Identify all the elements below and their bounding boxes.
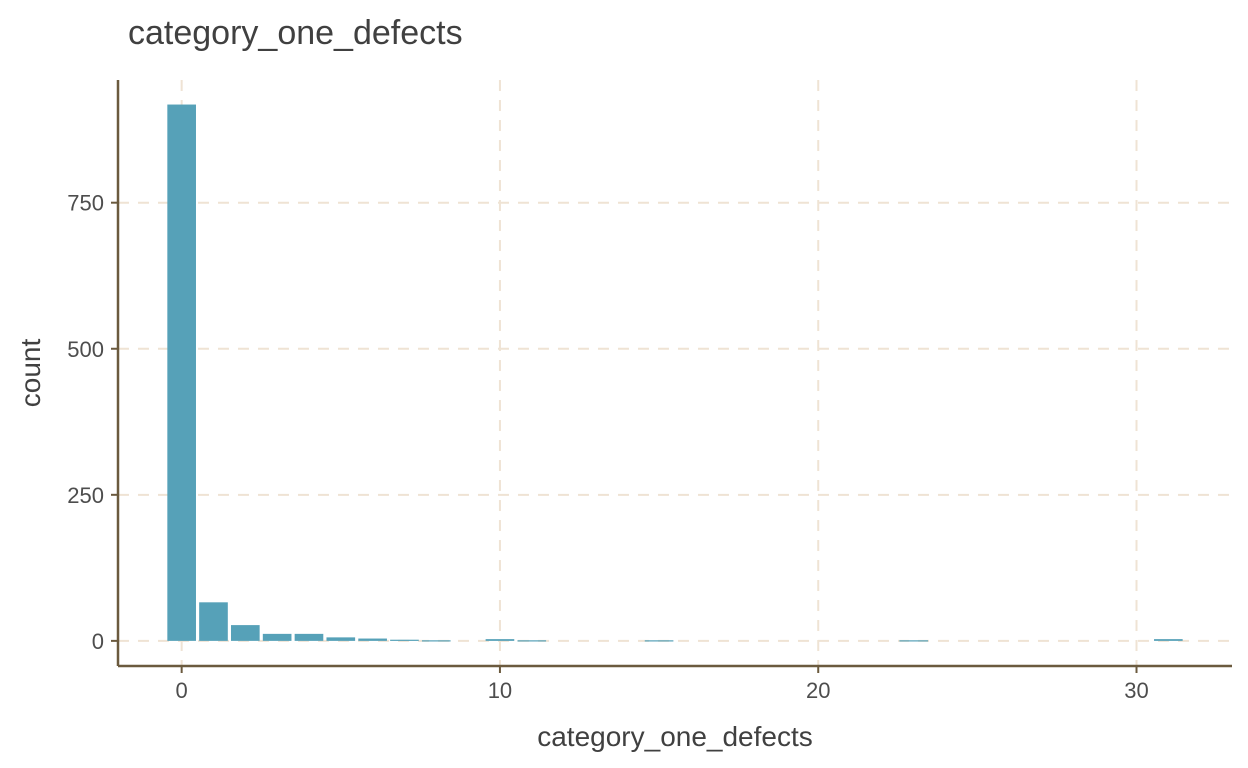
bar (517, 640, 547, 642)
x-tick-label: 0 (176, 678, 188, 703)
y-tick-label: 0 (92, 629, 104, 654)
bar (199, 602, 228, 641)
x-tick-label: 10 (488, 678, 512, 703)
bar (358, 638, 387, 641)
chart-title: category_one_defects (128, 14, 463, 52)
bar (230, 625, 260, 641)
bar (326, 637, 356, 641)
x-tick-label: 30 (1124, 678, 1148, 703)
bar (1154, 639, 1183, 641)
bar (485, 639, 515, 641)
bars (167, 104, 1183, 642)
grid-lines (118, 80, 1232, 666)
bar (167, 104, 196, 641)
bar (421, 640, 451, 642)
axes: 0 250 500 750 0 10 20 30 (67, 80, 1232, 703)
bar (294, 633, 324, 641)
y-tick-label: 250 (67, 483, 104, 508)
bar (390, 639, 419, 641)
x-axis-title: category_one_defects (537, 721, 813, 752)
y-axis-title: count (15, 339, 46, 408)
bar (262, 633, 292, 641)
bar (644, 640, 674, 642)
y-tick-label: 750 (67, 191, 104, 216)
x-tick-label: 20 (806, 678, 830, 703)
bar (899, 640, 929, 642)
y-tick-label: 500 (67, 337, 104, 362)
